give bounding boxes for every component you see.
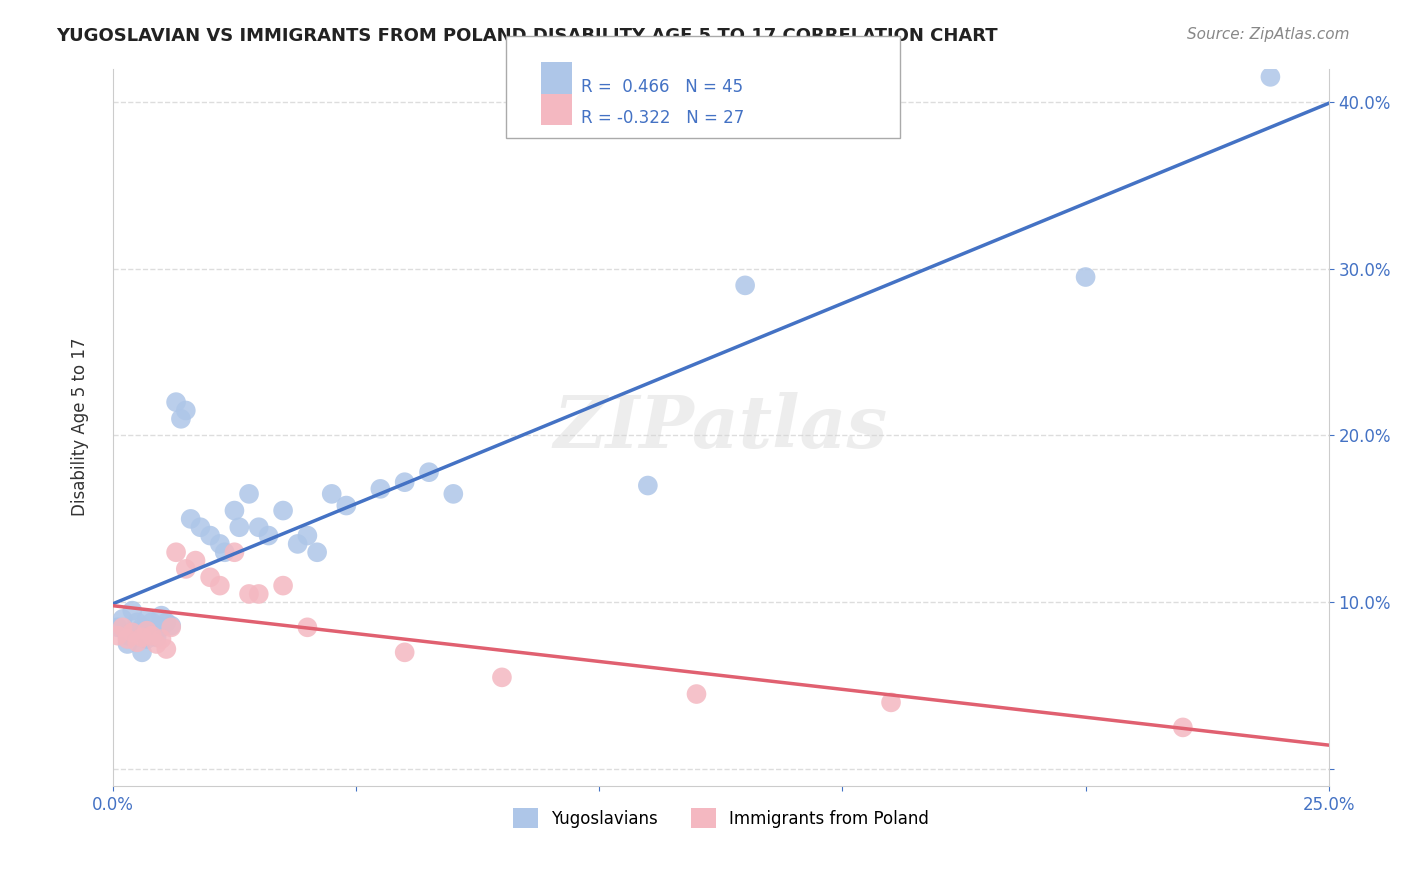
Point: [491, 670, 513, 684]
Point: [1171, 720, 1194, 734]
Point: [155, 615, 177, 630]
Point: [734, 278, 756, 293]
Text: R = -0.322   N = 27: R = -0.322 N = 27: [581, 109, 744, 127]
Point: [180, 512, 202, 526]
Point: [145, 630, 167, 644]
Point: [141, 615, 163, 630]
Point: [145, 637, 167, 651]
Point: [297, 620, 319, 634]
Point: [131, 620, 153, 634]
Point: [150, 632, 173, 646]
Point: [174, 562, 197, 576]
Point: [287, 537, 309, 551]
Point: [228, 520, 250, 534]
Point: [1260, 70, 1282, 84]
Point: [117, 629, 139, 643]
Point: [160, 618, 183, 632]
Point: [224, 545, 246, 559]
Point: [131, 645, 153, 659]
Point: [127, 635, 149, 649]
Point: [160, 620, 183, 634]
Point: [238, 487, 260, 501]
Point: [117, 637, 139, 651]
Point: [111, 620, 134, 634]
Point: [141, 624, 163, 638]
Point: [121, 604, 143, 618]
Point: [150, 608, 173, 623]
Point: [208, 579, 231, 593]
Y-axis label: Disability Age 5 to 17: Disability Age 5 to 17: [72, 338, 89, 516]
Point: [271, 579, 294, 593]
Point: [238, 587, 260, 601]
Point: [170, 412, 193, 426]
Point: [208, 537, 231, 551]
Point: [107, 629, 129, 643]
Text: Source: ZipAtlas.com: Source: ZipAtlas.com: [1187, 27, 1350, 42]
Point: [135, 624, 157, 638]
Point: [127, 625, 149, 640]
Point: [297, 528, 319, 542]
Point: [141, 629, 163, 643]
Point: [224, 503, 246, 517]
Point: [155, 642, 177, 657]
Point: [117, 632, 139, 646]
Point: [121, 625, 143, 640]
Point: [190, 520, 212, 534]
Text: YUGOSLAVIAN VS IMMIGRANTS FROM POLAND DISABILITY AGE 5 TO 17 CORRELATION CHART: YUGOSLAVIAN VS IMMIGRANTS FROM POLAND DI…: [56, 27, 998, 45]
Point: [637, 478, 659, 492]
Point: [271, 503, 294, 517]
Point: [135, 612, 157, 626]
Point: [198, 528, 221, 542]
Point: [135, 632, 157, 646]
Point: [335, 499, 357, 513]
Point: [880, 695, 903, 709]
Point: [394, 645, 416, 659]
Point: [1074, 270, 1097, 285]
Point: [127, 615, 149, 630]
Point: [257, 528, 280, 542]
Legend: Yugoslavians, Immigrants from Poland: Yugoslavians, Immigrants from Poland: [506, 801, 936, 835]
Point: [247, 520, 270, 534]
Point: [307, 545, 329, 559]
Point: [441, 487, 464, 501]
Point: [394, 475, 416, 490]
Point: [214, 545, 236, 559]
Point: [247, 587, 270, 601]
Point: [370, 482, 392, 496]
Point: [165, 395, 187, 409]
Point: [418, 465, 440, 479]
Point: [685, 687, 707, 701]
Point: [131, 630, 153, 644]
Text: R =  0.466   N = 45: R = 0.466 N = 45: [581, 78, 742, 95]
Text: ZIPatlas: ZIPatlas: [554, 392, 887, 463]
Point: [174, 403, 197, 417]
Point: [165, 545, 187, 559]
Point: [321, 487, 343, 501]
Point: [111, 612, 134, 626]
Point: [184, 553, 207, 567]
Point: [198, 570, 221, 584]
Point: [150, 620, 173, 634]
Point: [107, 620, 129, 634]
